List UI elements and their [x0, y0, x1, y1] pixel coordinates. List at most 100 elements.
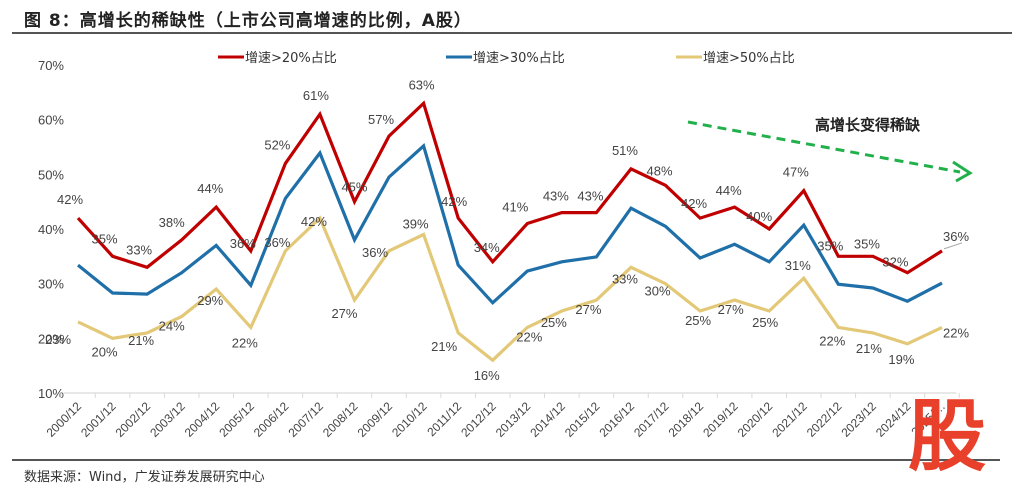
data-label-20: 44%: [716, 183, 742, 198]
y-tick-label: 10%: [38, 386, 64, 401]
x-tick-label: 2011/12: [424, 399, 464, 439]
data-label-50: 22%: [943, 325, 969, 340]
source-note: 数据来源：Wind，广发证券发展研究中心: [24, 470, 265, 485]
data-label-20: 43%: [577, 189, 603, 204]
data-label-20: 34%: [474, 240, 500, 255]
trend-annotation-text: 高增长变得稀缺: [815, 116, 921, 134]
data-label-50: 16%: [474, 368, 500, 383]
legend-label-1: 增速>20%占比: [245, 51, 337, 66]
annotation-group: 高增长变得稀缺: [687, 116, 973, 183]
x-tick-label: 2019/12: [700, 399, 741, 440]
x-tick-label: 2006/12: [251, 399, 292, 440]
x-tick-label: 2021/12: [769, 399, 810, 440]
data-label-50: 42%: [301, 214, 327, 229]
data-label-20: 57%: [368, 112, 394, 127]
y-tick-label: 70%: [38, 58, 64, 73]
data-label-50: 27%: [718, 302, 744, 317]
x-tick-label: 2008/12: [320, 399, 361, 440]
x-tick-label: 2009/12: [355, 399, 396, 440]
data-label-50: 20%: [92, 344, 118, 359]
data-label-50: 33%: [612, 271, 638, 286]
data-label-50: 31%: [785, 258, 811, 273]
data-label-50: 22%: [516, 329, 542, 344]
data-label-50: 36%: [264, 235, 290, 250]
x-tick-label: 2020/12: [735, 399, 776, 440]
x-tick-label: 2005/12: [216, 399, 257, 440]
data-label-20: 36%: [943, 229, 969, 244]
data-label-20: 41%: [502, 200, 528, 215]
data-label-20: 47%: [783, 165, 809, 180]
series-line-2: [76, 143, 943, 306]
y-tick-label: 50%: [38, 167, 64, 182]
y-axis: 10% 20% 30% 40% 50% 60% 70%: [38, 58, 64, 401]
data-label-20: 51%: [612, 143, 638, 158]
title-divider: [12, 32, 1012, 34]
data-label-50: 29%: [197, 293, 223, 308]
data-label-50: 21%: [856, 341, 882, 356]
data-label-50: 27%: [331, 306, 357, 321]
x-tick-label: 2018/12: [666, 399, 707, 440]
data-label-20: 35%: [817, 238, 843, 253]
data-label-50: 22%: [819, 333, 845, 348]
x-tick-label: 2023/12: [838, 399, 879, 440]
data-label-50: 24%: [159, 318, 185, 333]
data-label-50: 25%: [752, 315, 778, 330]
x-axis: 2000/122001/122002/122003/122004/122005/…: [44, 392, 960, 440]
data-label-20: 42%: [441, 194, 467, 209]
x-tick-label: 2001/12: [78, 399, 119, 440]
data-label-50: 25%: [685, 313, 711, 328]
data-label-20: 42%: [681, 196, 707, 211]
x-tick-label: 2004/12: [182, 399, 223, 440]
series-line-1: [76, 100, 943, 275]
x-tick-label: 2000/12: [44, 399, 85, 440]
x-tick-label: 2017/12: [631, 399, 672, 440]
data-label-20: 61%: [303, 88, 329, 103]
data-labels: 42% 35% 33% 38% 44% 36% 52% 61% 45% 57% 63% 42% 34% 4…: [45, 77, 969, 383]
data-label-20: 63%: [409, 77, 435, 92]
data-label-50: 19%: [888, 352, 914, 367]
label-leader-line: [943, 242, 963, 250]
data-label-50: 21%: [128, 333, 154, 348]
x-tick-label: 2013/12: [493, 399, 534, 440]
data-label-50: 25%: [541, 315, 567, 330]
y-tick-label: 40%: [38, 222, 64, 237]
x-tick-label: 2016/12: [597, 399, 638, 440]
data-label-20: 42%: [57, 192, 83, 207]
data-label-50: 39%: [403, 216, 429, 231]
data-label-20: 32%: [882, 255, 908, 270]
trend-arrow-line: [687, 120, 961, 174]
x-tick-label: 2007/12: [285, 399, 326, 440]
x-tick-label: 2012/12: [458, 399, 499, 440]
data-label-50: 21%: [431, 339, 457, 354]
data-label-20: 35%: [854, 236, 880, 251]
data-label-20: 52%: [264, 137, 290, 152]
data-label-50: 23%: [45, 332, 71, 347]
x-tick-label: 2015/12: [562, 399, 603, 440]
legend-label-2: 增速>30%占比: [473, 51, 565, 66]
data-label-20: 44%: [197, 181, 223, 196]
footer-divider: [12, 459, 1000, 461]
data-label-20: 43%: [543, 189, 569, 204]
y-tick-label: 20%: [38, 331, 64, 346]
data-label-20: 48%: [647, 163, 673, 178]
data-label-20: 40%: [746, 209, 772, 224]
y-tick-label: 60%: [38, 113, 64, 128]
legend: 增速>20%占比 增速>30%占比 增速>50%占比: [218, 51, 795, 66]
figure-title: 图 8：高增长的稀缺性（上市公司高增速的比例，A股）: [24, 11, 472, 31]
trend-arrow-head-icon: [952, 160, 973, 183]
watermark-logo: 股: [908, 392, 987, 482]
x-tick-label: 2010/12: [389, 399, 430, 440]
series-line-3: [77, 215, 943, 363]
data-label-20: 33%: [126, 242, 152, 257]
data-label-20: 36%: [230, 236, 256, 251]
y-tick-label: 30%: [38, 277, 64, 292]
x-tick-label: 2003/12: [147, 399, 188, 440]
data-label-50: 22%: [232, 335, 258, 350]
data-label-50: 30%: [645, 284, 671, 299]
series-group: [76, 100, 943, 363]
data-label-20: 38%: [159, 215, 185, 230]
data-label-20: 35%: [92, 231, 118, 246]
data-label-50: 27%: [575, 302, 601, 317]
data-label-50: 36%: [362, 245, 388, 260]
